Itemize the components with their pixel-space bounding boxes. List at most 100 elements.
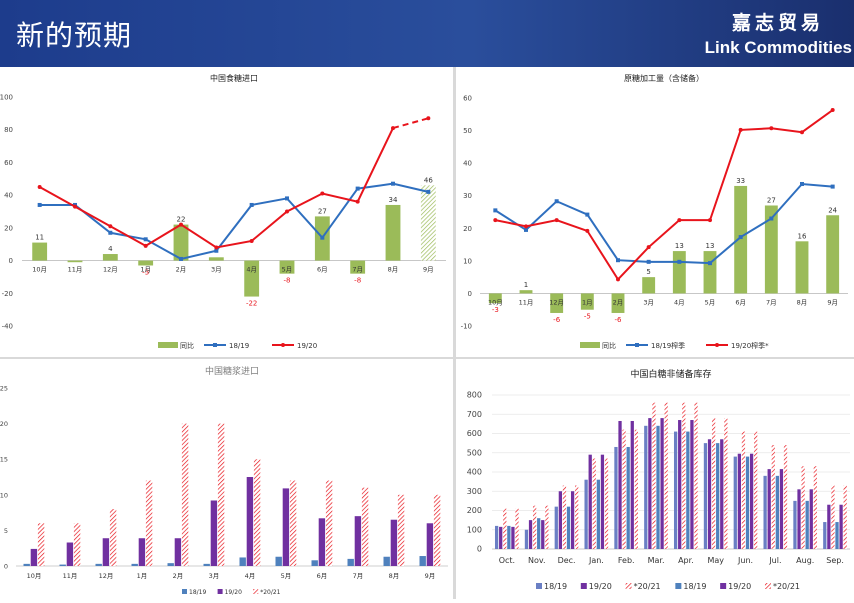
bar-data-label: 27 bbox=[318, 207, 327, 215]
y-tick-label: 500 bbox=[467, 448, 482, 457]
bar bbox=[672, 251, 686, 294]
y-tick-label: 10 bbox=[0, 491, 8, 499]
bar bbox=[733, 456, 737, 549]
x-tick-label: 6月 bbox=[735, 298, 746, 306]
bar bbox=[210, 500, 218, 566]
bar bbox=[720, 439, 724, 549]
x-tick-label: 9月 bbox=[425, 572, 436, 580]
bar bbox=[350, 260, 366, 274]
x-tick-label: 7月 bbox=[353, 572, 364, 580]
bar bbox=[73, 523, 81, 566]
bar bbox=[239, 557, 246, 566]
series-line bbox=[39, 127, 394, 249]
line-marker bbox=[554, 218, 559, 223]
legend-label: 同比 bbox=[180, 341, 194, 350]
bar bbox=[703, 251, 717, 294]
bar bbox=[592, 458, 596, 549]
bar bbox=[217, 423, 225, 566]
x-tick-label: 7月 bbox=[766, 298, 777, 306]
bar bbox=[173, 224, 189, 261]
bar bbox=[511, 526, 515, 549]
x-tick-label: Jan. bbox=[588, 556, 604, 565]
bar bbox=[537, 518, 541, 549]
y-tick-label: 100 bbox=[467, 525, 482, 534]
bar-data-label: 34 bbox=[389, 196, 398, 204]
bar bbox=[354, 516, 362, 566]
bar bbox=[23, 563, 30, 566]
bar bbox=[682, 402, 686, 549]
line-marker bbox=[646, 259, 651, 264]
legend-label: 19/20 bbox=[225, 589, 242, 596]
brand-name-en: Link Commodities bbox=[704, 38, 852, 57]
x-tick-label: 8月 bbox=[389, 572, 400, 580]
legend-label: 19/20 bbox=[728, 582, 751, 591]
x-tick-label: 2月 bbox=[176, 266, 187, 274]
line-marker bbox=[143, 237, 148, 242]
y-tick-label: 20 bbox=[0, 420, 8, 428]
y-tick-label: 15 bbox=[0, 456, 8, 464]
legend-label: 19/20 bbox=[589, 582, 612, 591]
x-tick-label: 8月 bbox=[797, 298, 808, 306]
x-tick-label: 5月 bbox=[705, 298, 716, 306]
x-tick-label: 6月 bbox=[317, 572, 328, 580]
bar bbox=[678, 420, 682, 549]
x-tick-label: 12月 bbox=[549, 298, 564, 306]
y-tick-label: 80 bbox=[4, 126, 13, 134]
line-marker bbox=[320, 191, 325, 196]
bar bbox=[813, 466, 817, 549]
x-tick-label: 12月 bbox=[103, 266, 118, 274]
bar bbox=[711, 418, 716, 549]
chart-title: 中国白糖非储备库存 bbox=[630, 368, 711, 380]
x-tick-label: Apr. bbox=[678, 556, 694, 565]
line-marker bbox=[830, 184, 835, 189]
y-tick-label: 0 bbox=[477, 545, 482, 554]
x-tick-label: 4月 bbox=[245, 572, 256, 580]
bar bbox=[138, 260, 154, 266]
bar-data-label: 46 bbox=[424, 176, 433, 184]
line-marker bbox=[493, 218, 498, 223]
x-tick-label: 2月 bbox=[613, 298, 624, 306]
bar-data-label: -6 bbox=[615, 316, 623, 324]
line-marker bbox=[769, 126, 774, 131]
y-tick-label: -40 bbox=[2, 323, 13, 331]
bar bbox=[325, 480, 333, 566]
line-marker bbox=[677, 259, 682, 264]
x-tick-label: 1月 bbox=[137, 572, 148, 580]
chart-panel-sugar-imports: 中国食糖进口 -40 -20 0 20 40 60 80 100 11 4 -3 22 -22 -8 27 -8… bbox=[0, 67, 453, 357]
line-marker bbox=[800, 130, 804, 135]
bar-data-label: 13 bbox=[706, 242, 715, 250]
bar bbox=[626, 446, 630, 549]
x-tick-label: Aug. bbox=[796, 556, 814, 565]
legend-swatch bbox=[720, 583, 727, 589]
bar bbox=[562, 485, 567, 549]
bar bbox=[694, 402, 698, 549]
bar bbox=[809, 489, 813, 549]
x-tick-label: 7月 bbox=[352, 266, 363, 274]
legend-label: 18/19 bbox=[189, 589, 206, 596]
bar bbox=[167, 563, 174, 566]
line-marker bbox=[800, 181, 804, 186]
line-marker bbox=[524, 224, 528, 229]
y-tick-label: 300 bbox=[467, 487, 482, 496]
bar-data-label: -6 bbox=[553, 316, 561, 324]
bar bbox=[507, 525, 511, 549]
bar bbox=[181, 423, 189, 566]
y-tick-label: 700 bbox=[467, 410, 482, 419]
legend-marker bbox=[281, 343, 285, 347]
line-marker bbox=[285, 209, 289, 214]
bar bbox=[839, 504, 843, 549]
bar-data-label: -5 bbox=[584, 313, 591, 321]
bar bbox=[745, 456, 750, 549]
bar bbox=[528, 520, 533, 549]
bar bbox=[584, 479, 588, 549]
bar bbox=[767, 469, 771, 549]
brand-name-cn: 嘉志贸易 bbox=[731, 12, 824, 34]
y-tick-label: 0 bbox=[4, 563, 8, 571]
y-tick-label: 600 bbox=[467, 429, 482, 438]
x-tick-label: Feb. bbox=[618, 556, 635, 565]
bar bbox=[420, 185, 436, 261]
y-tick-label: -10 bbox=[461, 323, 472, 331]
chart-title: 中国食糖进口 bbox=[210, 73, 258, 83]
x-tick-label: Nov. bbox=[528, 556, 546, 565]
line-marker bbox=[355, 199, 360, 204]
